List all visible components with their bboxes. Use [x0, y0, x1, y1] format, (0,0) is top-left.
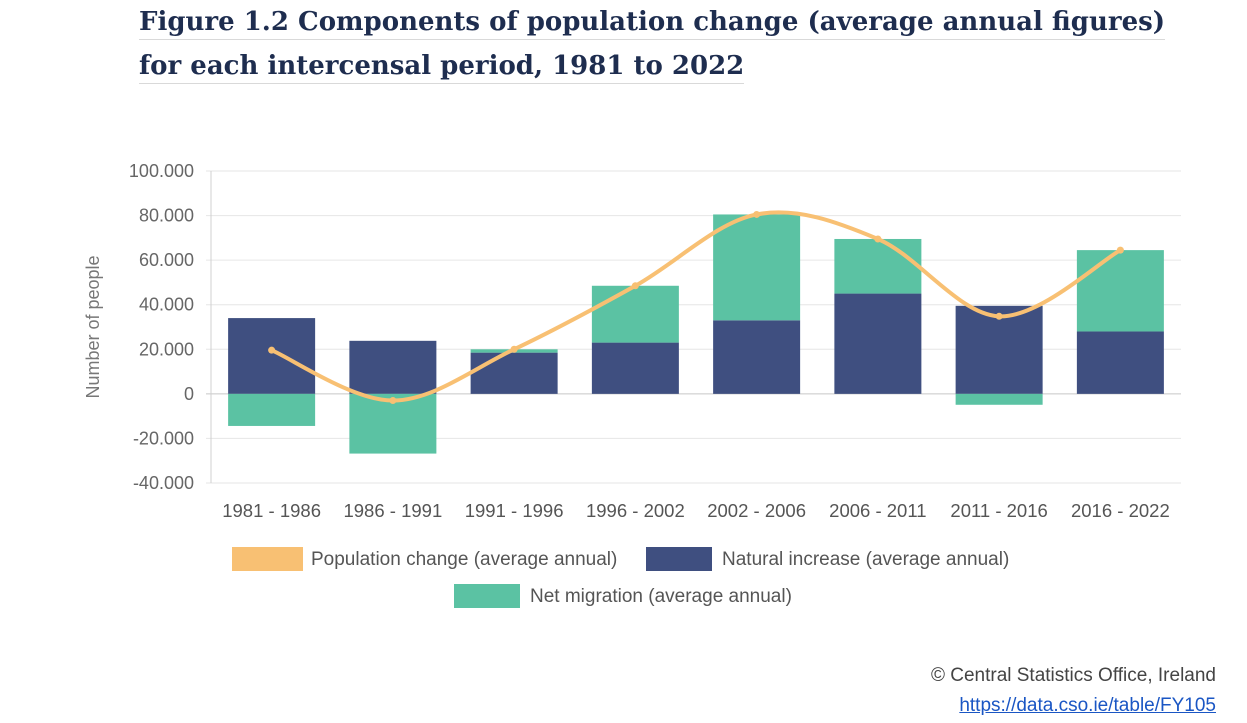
bars: [228, 214, 1164, 454]
natural-increase-bar: [349, 340, 437, 394]
x-tick-label: 1996 - 2002: [586, 500, 685, 521]
x-tick-label: 2016 - 2022: [1071, 500, 1170, 521]
y-tick-label: 40.000: [139, 295, 194, 315]
y-tick-label: 0: [184, 384, 194, 404]
natural-increase-bar: [955, 305, 1043, 394]
natural-increase-bar: [834, 293, 922, 394]
natural-increase-bar: [470, 352, 558, 394]
x-tick-label: 1981 - 1986: [222, 500, 321, 521]
population-change-point: [510, 345, 518, 353]
population-change-point: [631, 282, 639, 290]
y-tick-label: 100.000: [129, 161, 194, 181]
y-tick-label: 80.000: [139, 206, 194, 226]
legend: Population change (average annual) Natura…: [232, 547, 1009, 608]
x-tick-label: 2002 - 2006: [707, 500, 806, 521]
natural-increase-bar: [713, 320, 801, 394]
y-tick-label: -20.000: [133, 428, 194, 448]
x-tick-label: 2006 - 2011: [829, 500, 926, 521]
legend-label: Natural increase (average annual): [722, 549, 1009, 570]
net-migration-bar: [955, 393, 1043, 405]
legend-item-population-change[interactable]: Population change (average annual): [232, 547, 617, 571]
legend-label: Population change (average annual): [311, 549, 617, 570]
net-migration-bar: [228, 393, 316, 426]
x-tick-label: 2011 - 2016: [950, 500, 1047, 521]
net-migration-bar: [834, 238, 922, 294]
copyright-text: © Central Statistics Office, Ireland: [930, 665, 1216, 686]
net-migration-bar: [1076, 250, 1164, 332]
net-migration-bar: [591, 285, 679, 343]
legend-swatch: [232, 547, 303, 571]
chart-title: Figure 1.2 Components of population chan…: [139, 0, 1169, 88]
legend-swatch: [454, 584, 520, 608]
y-axis-label: Number of people: [83, 255, 103, 398]
population-change-point: [1116, 246, 1124, 254]
population-change-point: [874, 235, 882, 243]
natural-increase-bar: [591, 342, 679, 394]
y-tick-label: 60.000: [139, 250, 194, 270]
y-tick-label: -40.000: [133, 473, 194, 493]
legend-swatch: [646, 547, 712, 571]
population-change-point: [995, 312, 1003, 320]
population-change-path: [269, 210, 1123, 403]
legend-label: Net migration (average annual): [530, 586, 792, 607]
source-credit: © Central Statistics Office, Ireland htt…: [931, 661, 1216, 721]
source-link[interactable]: https://data.cso.ie/table/FY105: [959, 695, 1216, 716]
population-change-line: [268, 210, 1124, 405]
legend-item-natural-increase[interactable]: Natural increase (average annual): [646, 547, 1009, 571]
x-axis-ticks: 1981 - 1986 1986 - 1991 1991 - 1996 1996 - …: [222, 500, 1170, 521]
population-change-point: [753, 210, 761, 218]
natural-increase-bar: [1076, 331, 1164, 394]
population-change-point: [268, 346, 276, 354]
x-tick-label: 1991 - 1996: [465, 500, 564, 521]
y-axis-ticks: 100.000 80.000 60.000 40.000 20.000 0 -20.000 -…: [129, 161, 194, 493]
natural-increase-bar: [228, 318, 316, 394]
population-change-point: [389, 397, 397, 405]
chart-title-text: Figure 1.2 Components of population chan…: [139, 7, 1166, 84]
y-tick-label: 20.000: [139, 339, 194, 359]
chart-svg: 100.000 80.000 60.000 40.000 20.000 0 -20.000 -…: [83, 161, 1181, 608]
x-tick-label: 1986 - 1991: [343, 500, 442, 521]
legend-item-net-migration[interactable]: Net migration (average annual): [454, 584, 792, 608]
net-migration-bar: [713, 214, 801, 321]
